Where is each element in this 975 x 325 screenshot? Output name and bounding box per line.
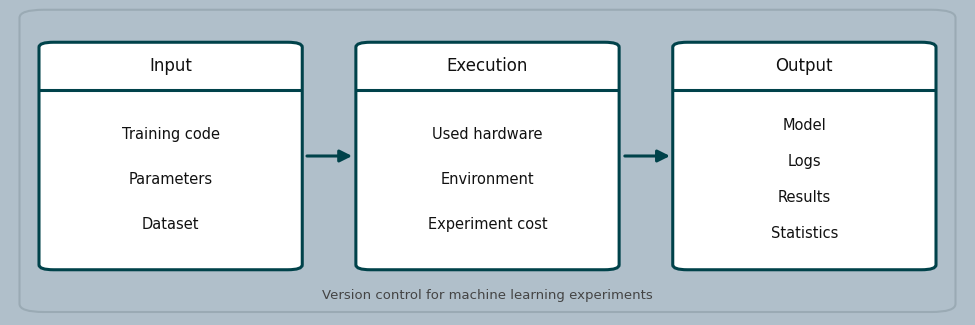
Text: Parameters: Parameters [129, 172, 213, 188]
FancyBboxPatch shape [20, 10, 956, 312]
Text: Experiment cost: Experiment cost [428, 217, 547, 232]
Text: Logs: Logs [788, 154, 821, 169]
Text: Output: Output [776, 57, 833, 75]
Text: Environment: Environment [441, 172, 534, 188]
FancyBboxPatch shape [673, 42, 936, 270]
Text: Statistics: Statistics [770, 226, 838, 241]
Text: Execution: Execution [447, 57, 528, 75]
FancyBboxPatch shape [39, 42, 302, 270]
Text: Model: Model [783, 119, 826, 134]
Text: Training code: Training code [122, 127, 219, 142]
Text: Input: Input [149, 57, 192, 75]
FancyBboxPatch shape [356, 42, 619, 270]
Text: Dataset: Dataset [142, 217, 199, 232]
Text: Used hardware: Used hardware [432, 127, 543, 142]
Text: Results: Results [778, 190, 831, 205]
Text: Version control for machine learning experiments: Version control for machine learning exp… [322, 289, 653, 302]
